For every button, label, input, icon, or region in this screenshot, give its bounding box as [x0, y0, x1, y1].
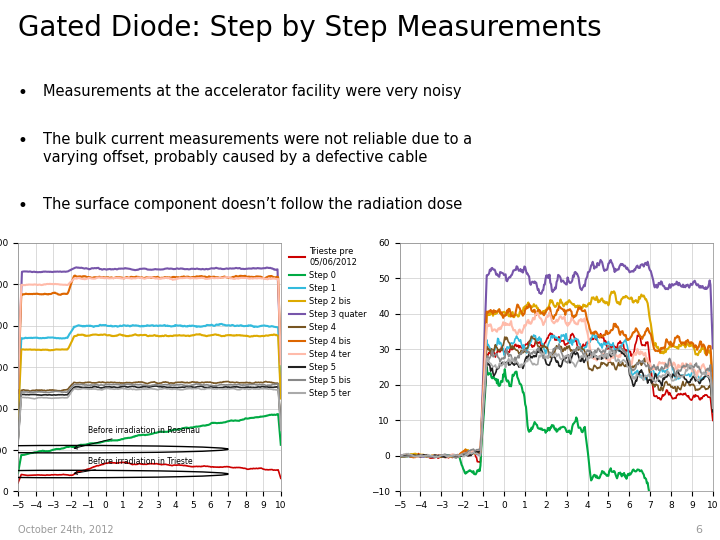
- Text: •: •: [18, 197, 28, 215]
- Text: Measurements at the accelerator facility were very noisy: Measurements at the accelerator facility…: [43, 84, 462, 99]
- Text: Gated Diode: Step by Step Measurements: Gated Diode: Step by Step Measurements: [18, 14, 602, 42]
- Text: The bulk current measurements were not reliable due to a
varying offset, probabl: The bulk current measurements were not r…: [43, 132, 472, 165]
- Text: Before irradiation in Rosenau: Before irradiation in Rosenau: [74, 427, 200, 449]
- Text: Before irradiation in Trieste: Before irradiation in Trieste: [74, 457, 193, 474]
- Text: October 24th, 2012: October 24th, 2012: [18, 524, 114, 535]
- Legend: Trieste pre
05/06/2012, Step 0, Step 1, Step 2 bis, Step 3 quater, Step 4, Step : Trieste pre 05/06/2012, Step 0, Step 1, …: [289, 247, 367, 398]
- Text: 6: 6: [695, 524, 702, 535]
- Text: The surface component doesn’t follow the radiation dose: The surface component doesn’t follow the…: [43, 197, 462, 212]
- Text: •: •: [18, 84, 28, 102]
- Text: •: •: [18, 132, 28, 150]
